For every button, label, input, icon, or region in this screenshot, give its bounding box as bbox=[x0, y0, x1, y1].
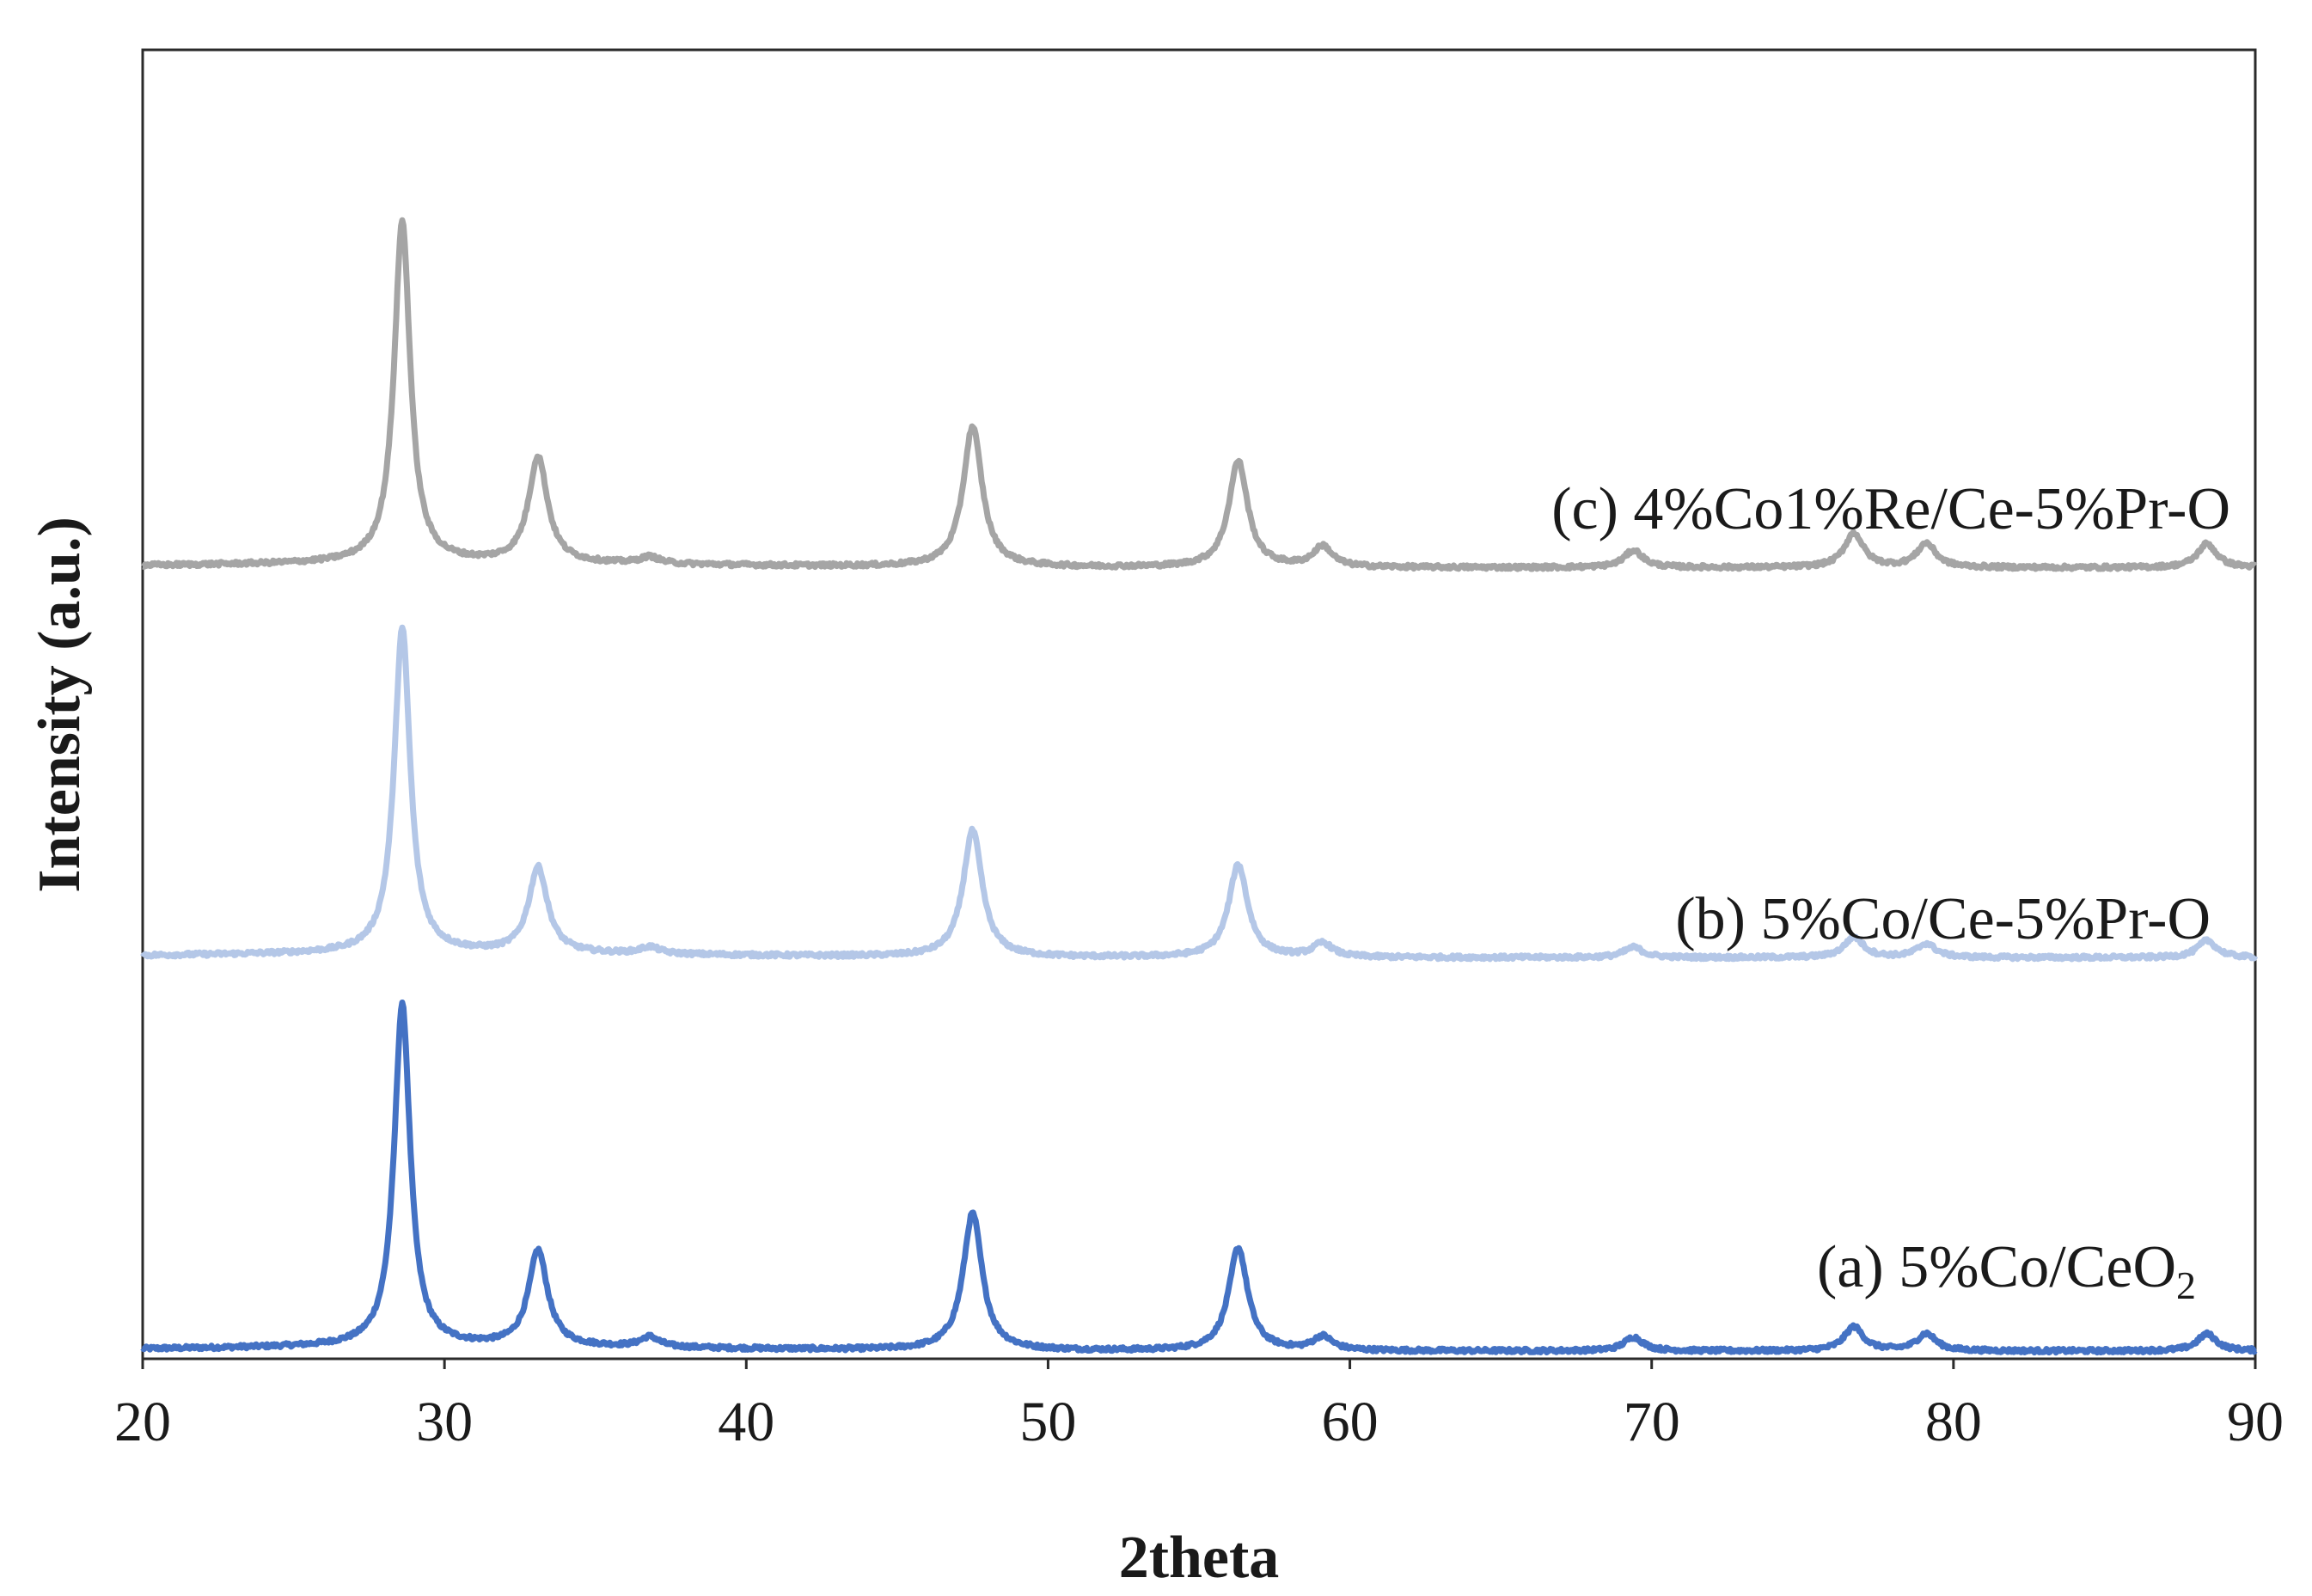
y-axis-title: Intensity (a.u.) bbox=[27, 517, 93, 893]
x-axis-title: 2theta bbox=[1119, 1525, 1280, 1591]
x-tick-label: 70 bbox=[1624, 1391, 1680, 1453]
series-label-subscript: 2 bbox=[2176, 1263, 2196, 1307]
series-line-a bbox=[140, 1000, 2258, 1356]
x-tick-label: 30 bbox=[416, 1391, 473, 1453]
x-axis-ticks: 20 30 40 50 60 70 80 90 bbox=[114, 1359, 2284, 1453]
series-label-b: (b) 5%Co/Ce-5%Pr-O bbox=[1675, 886, 2211, 952]
series-label-a: (a) 5%Co/CeO2 bbox=[1817, 1234, 2196, 1307]
series-label-layer: (a) 5%Co/CeO2 (b) 5%Co/Ce-5%Pr-O (c) 4%Co1… bbox=[1551, 476, 2230, 1307]
x-tick-label: 60 bbox=[1322, 1391, 1379, 1453]
series-label-c: (c) 4%Co1%Re/Ce-5%Pr-O bbox=[1551, 476, 2230, 542]
series-label-text: (c) 4%Co1%Re/Ce-5%Pr-O bbox=[1551, 476, 2230, 542]
series-line-b bbox=[140, 624, 2259, 963]
x-tick-label: 20 bbox=[114, 1391, 171, 1453]
series-label-text: (b) 5%Co/Ce-5%Pr-O bbox=[1675, 886, 2211, 952]
x-tick-label: 50 bbox=[1019, 1391, 1076, 1453]
x-tick-label: 40 bbox=[718, 1391, 774, 1453]
plot-frame bbox=[141, 48, 2257, 1361]
series-line-c bbox=[140, 217, 2258, 572]
series-layer bbox=[140, 217, 2259, 1356]
x-tick-label: 80 bbox=[1925, 1391, 1982, 1453]
series-label-text: (a) 5%Co/CeO bbox=[1817, 1234, 2176, 1300]
x-tick-label: 90 bbox=[2227, 1391, 2284, 1453]
